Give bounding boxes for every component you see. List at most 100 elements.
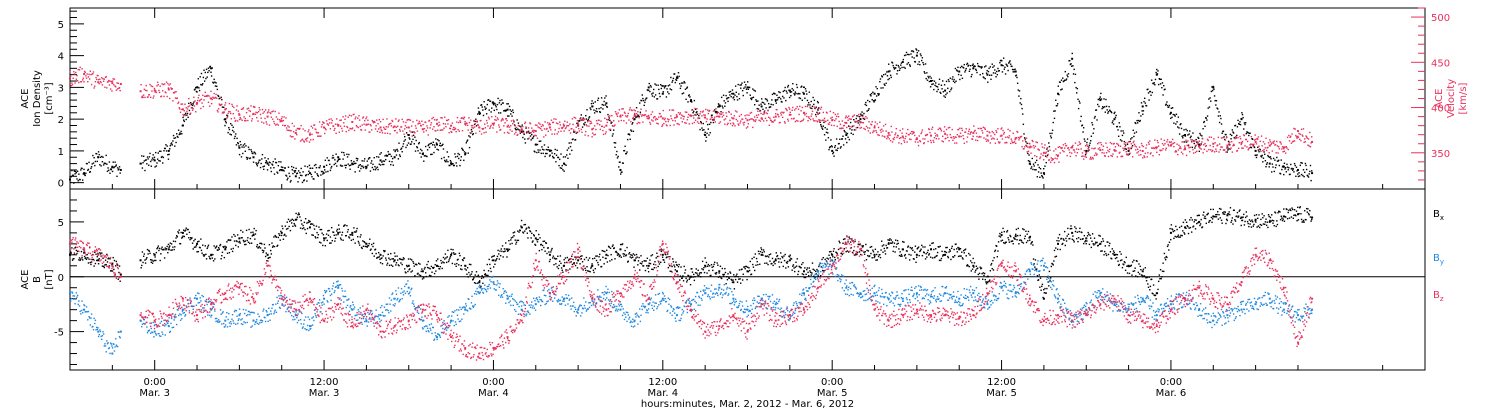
data-sample	[870, 92, 873, 95]
data-sample	[179, 243, 182, 245]
data-sample	[252, 113, 254, 116]
data-sample	[233, 240, 236, 242]
data-sample	[274, 234, 276, 237]
data-sample	[279, 120, 281, 123]
data-sample	[101, 252, 103, 254]
data-sample	[560, 153, 562, 155]
data-sample	[388, 160, 391, 163]
data-sample	[670, 117, 673, 120]
data-sample	[88, 258, 90, 260]
data-sample	[96, 160, 99, 163]
data-point	[1014, 70, 1017, 73]
data-sample	[1157, 70, 1159, 72]
data-sample	[1274, 144, 1277, 146]
data-sample	[1215, 100, 1218, 102]
data-sample	[227, 112, 229, 115]
data-sample	[677, 123, 679, 125]
data-sample	[669, 124, 671, 127]
data-sample	[508, 126, 511, 128]
data-sample	[771, 99, 773, 101]
data-sample	[606, 118, 608, 121]
data-sample	[841, 138, 844, 140]
data-sample	[1002, 64, 1004, 67]
data-sample	[628, 133, 630, 135]
data-sample	[271, 118, 274, 120]
data-sample	[1188, 147, 1190, 149]
data-sample	[197, 97, 200, 99]
data-sample	[78, 173, 80, 175]
data-sample	[379, 120, 382, 123]
data-sample	[489, 127, 491, 130]
data-sample	[1167, 143, 1169, 146]
data-sample	[219, 243, 222, 246]
data-sample	[475, 271, 478, 273]
data-sample	[813, 120, 815, 122]
data-sample	[1202, 152, 1204, 154]
data-sample	[832, 152, 834, 155]
data-sample	[640, 99, 643, 102]
data-sample	[824, 126, 826, 129]
data-sample	[1152, 154, 1154, 157]
data-sample	[364, 241, 366, 244]
data-sample	[953, 78, 955, 81]
data-sample	[142, 261, 144, 264]
data-sample	[1288, 167, 1290, 169]
data-sample	[478, 130, 481, 133]
data-sample	[917, 141, 919, 143]
data-sample	[715, 115, 718, 118]
data-sample	[1223, 136, 1225, 138]
data-sample	[554, 148, 556, 151]
data-sample	[816, 121, 819, 123]
data-sample	[1057, 146, 1060, 148]
data-sample	[709, 132, 711, 134]
data-sample	[1189, 150, 1191, 153]
data-sample	[1298, 132, 1300, 135]
data-sample	[856, 120, 859, 122]
data-sample	[989, 74, 991, 76]
data-sample	[172, 134, 175, 137]
data-sample	[690, 115, 692, 117]
data-sample	[1119, 126, 1121, 128]
data-sample	[238, 153, 241, 156]
data-sample	[523, 223, 525, 226]
data-sample	[457, 152, 459, 155]
data-sample	[95, 78, 98, 81]
data-sample	[1047, 153, 1049, 156]
data-sample	[376, 119, 378, 121]
data-sample	[1285, 145, 1288, 148]
data-sample	[567, 147, 570, 149]
data-sample	[653, 96, 656, 98]
data-sample	[256, 111, 259, 114]
data-sample	[146, 89, 148, 92]
data-sample	[496, 117, 499, 119]
data-sample	[142, 155, 145, 157]
data-sample	[507, 249, 509, 252]
data-sample	[943, 84, 946, 86]
data-sample	[238, 241, 240, 243]
data-sample	[1003, 131, 1006, 134]
data-sample	[857, 122, 859, 124]
data-point	[915, 54, 918, 57]
data-sample	[364, 119, 366, 122]
data-sample	[230, 118, 233, 120]
data-sample	[1253, 139, 1256, 141]
data-sample	[188, 109, 191, 112]
data-sample	[1231, 129, 1234, 131]
data-sample	[330, 122, 333, 124]
data-sample	[792, 106, 794, 109]
data-sample	[1123, 149, 1125, 152]
data-sample	[862, 117, 865, 120]
data-sample	[410, 143, 412, 145]
data-sample	[234, 235, 236, 237]
data-sample	[281, 116, 283, 118]
data-sample	[270, 116, 273, 118]
data-sample	[1074, 81, 1076, 84]
data-sample	[386, 262, 389, 264]
data-sample	[230, 248, 233, 250]
data-sample	[1222, 137, 1224, 139]
data-sample	[236, 234, 239, 236]
data-sample	[182, 115, 185, 117]
data-sample	[537, 126, 539, 128]
data-sample	[1109, 141, 1112, 144]
data-sample	[1190, 141, 1193, 143]
